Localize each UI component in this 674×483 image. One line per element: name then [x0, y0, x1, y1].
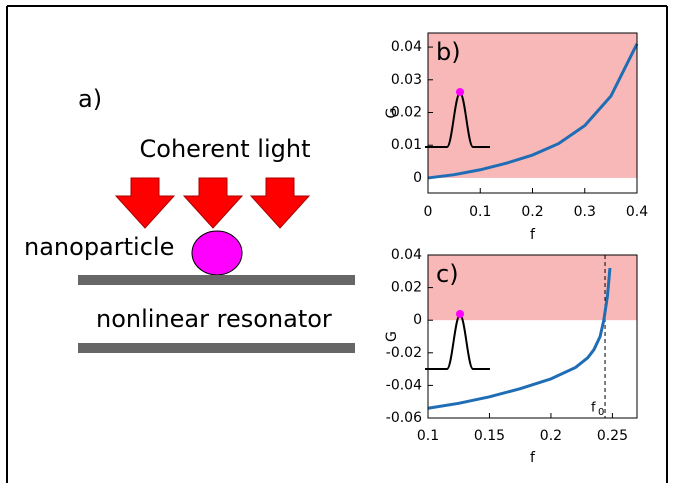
panel-label: a)	[78, 85, 102, 113]
x-tick-label: 0.2	[540, 428, 562, 444]
y-tick-label: 0	[413, 170, 422, 186]
curve	[427, 43, 639, 180]
resonator-plate	[78, 343, 355, 353]
resonator-label: nonlinear resonator	[96, 305, 332, 333]
x-tick-label: 0.2	[521, 204, 543, 220]
x-tick-label: 0	[424, 204, 433, 220]
x-tick-label: 0.1	[469, 204, 491, 220]
y-tick-label: 0.04	[391, 39, 422, 55]
panel-label: c)	[436, 260, 459, 288]
pulse-dot	[456, 88, 464, 96]
y-axis-label: G	[384, 331, 400, 342]
y-tick-label: 0.02	[391, 105, 422, 121]
curve	[427, 267, 612, 410]
annotation: f	[591, 401, 596, 416]
y-tick-label: -0.04	[386, 377, 422, 393]
y-tick-label: -0.02	[386, 345, 422, 361]
x-axis-label: f	[530, 227, 536, 243]
resonator-plate	[78, 275, 355, 285]
y-tick-label: 0.03	[391, 72, 422, 88]
pulse-dot	[456, 310, 464, 318]
y-tick-label: 0	[413, 312, 422, 328]
x-axis-label: f	[530, 450, 536, 466]
x-tick-label: 0.3	[574, 204, 596, 220]
y-tick-label: -0.06	[386, 410, 422, 426]
x-tick-label: 0.25	[597, 428, 628, 444]
panel-label: b)	[436, 38, 461, 66]
pulse-inset	[425, 313, 490, 370]
x-tick-label: 0.15	[474, 428, 505, 444]
x-tick-label: 0.4	[626, 204, 648, 220]
particle-label: nanoparticle	[24, 233, 174, 261]
nanoparticle	[191, 230, 243, 276]
positive-region	[428, 255, 637, 321]
axes-box	[427, 32, 638, 194]
x-tick-label: 0.1	[417, 428, 439, 444]
y-tick-label: 0.04	[391, 247, 422, 263]
y-tick-label: 0.02	[391, 280, 422, 296]
arrows	[114, 177, 311, 229]
axes-box	[427, 254, 638, 419]
annotation-sub: 0	[598, 407, 604, 418]
y-tick-label: 0.01	[391, 137, 422, 153]
y-axis-label: G	[384, 108, 400, 119]
frame	[6, 5, 668, 483]
light-label: Coherent light	[140, 135, 311, 163]
